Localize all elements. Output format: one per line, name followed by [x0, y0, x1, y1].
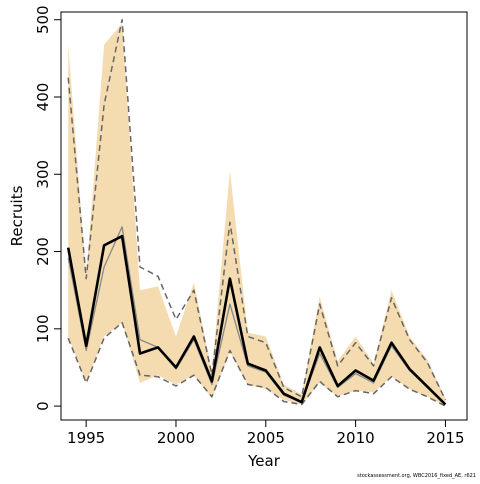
x-tick-label-2010: 2010 [337, 429, 375, 447]
y-tick-label-200: 200 [34, 237, 52, 266]
series-line-4 [67, 321, 446, 407]
y-tick-label-400: 400 [34, 83, 52, 112]
y-tick-label-0: 0 [34, 401, 52, 411]
y-tick-label-500: 500 [34, 5, 52, 34]
x-axis-title: Year [247, 452, 281, 470]
x-tick-label-2000: 2000 [157, 429, 195, 447]
y-axis-title: Recruits [8, 185, 26, 246]
x-tick-label-1995: 1995 [67, 429, 105, 447]
plot-frame [60, 11, 468, 421]
y-tick-label-300: 300 [34, 160, 52, 189]
credit-text: stockassessment.org, WBC2016_fixed_AE, r… [357, 473, 476, 479]
x-tick-label-2015: 2015 [426, 429, 464, 447]
confidence-band [68, 23, 446, 407]
x-tick-label-2005: 2005 [247, 429, 285, 447]
y-tick-label-100: 100 [34, 314, 52, 343]
series-line-1 [66, 234, 447, 406]
